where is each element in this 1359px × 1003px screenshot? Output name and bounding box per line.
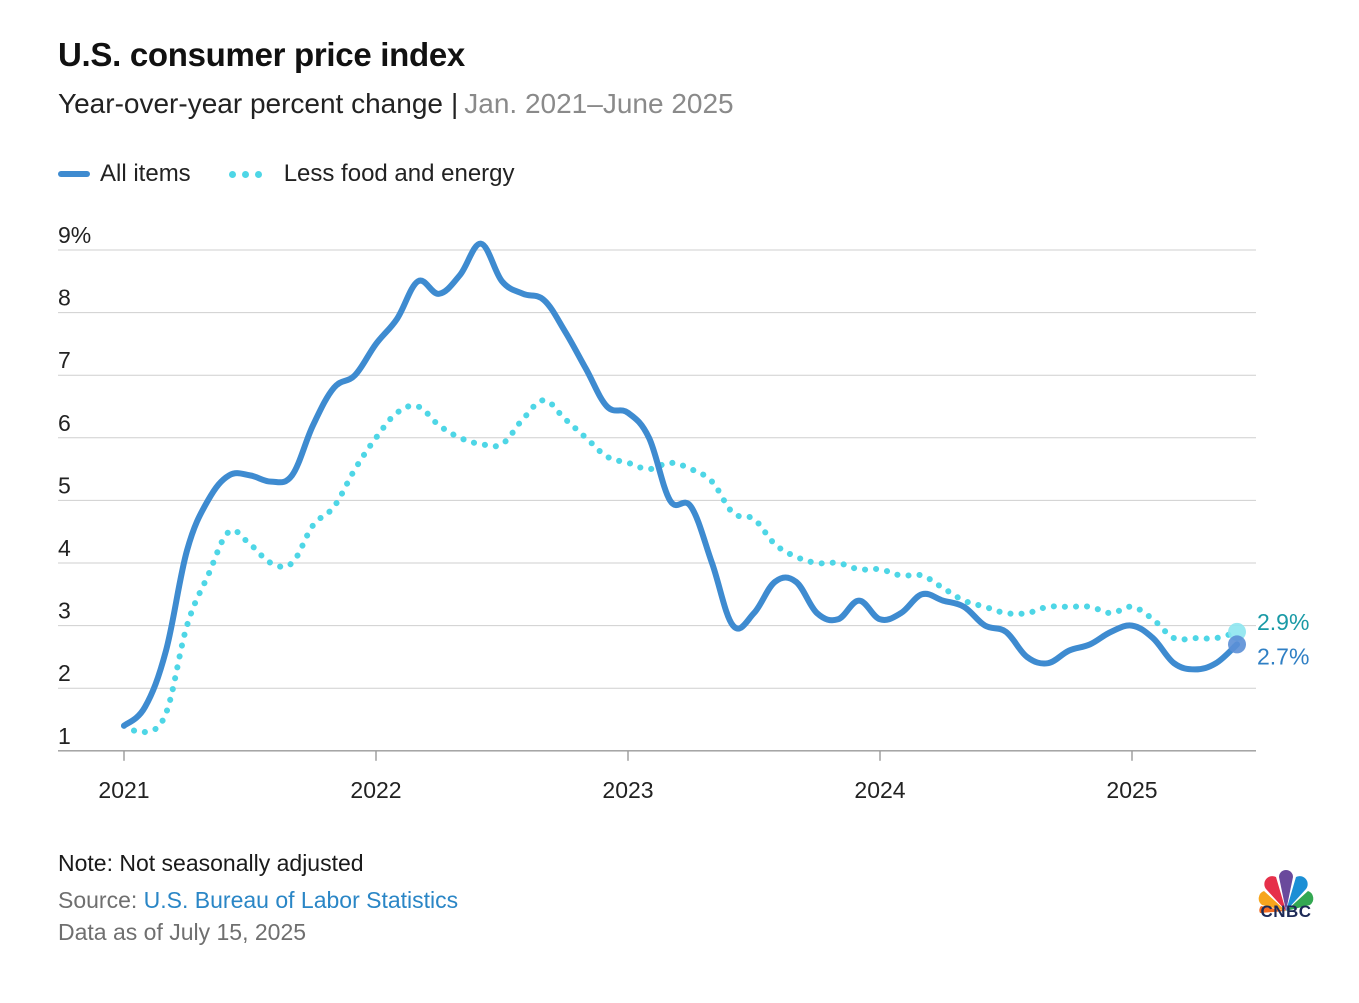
legend-dotted-line-swatch xyxy=(228,170,268,178)
y-tick-label: 5 xyxy=(58,472,71,498)
y-tick-label: 4 xyxy=(58,535,71,561)
end-label-core: 2.9% xyxy=(1257,609,1309,635)
source-link[interactable]: U.S. Bureau of Labor Statistics xyxy=(143,887,459,913)
logo-text: CNBC xyxy=(1260,902,1312,921)
legend-item-all-items: All items xyxy=(58,160,191,188)
subtitle-separator: | xyxy=(450,88,459,119)
series-end-markers: 2.9% 2.7% xyxy=(1228,609,1309,669)
x-tick-label: 2024 xyxy=(854,777,905,803)
y-tick-label: 1 xyxy=(58,723,71,749)
chart-title: U.S. consumer price index xyxy=(58,36,465,73)
source-line: Source: U.S. Bureau of Labor Statistics xyxy=(58,887,458,914)
y-tick-label: 8 xyxy=(58,285,71,311)
legend-label-all-items: All items xyxy=(100,160,191,187)
y-axis-ticks: 1 2 3 4 5 6 7 8 9% xyxy=(58,222,91,749)
series-line-core xyxy=(121,397,1240,736)
y-tick-label: 9% xyxy=(58,222,91,248)
footnote: Note: Not seasonally adjusted xyxy=(58,850,364,876)
subtitle-text: Year-over-year percent change xyxy=(58,88,443,119)
x-tick-label: 2021 xyxy=(98,777,149,803)
end-marker-core xyxy=(1228,622,1246,641)
chart-legend: All items Less food and energy xyxy=(58,160,553,188)
x-tick-label: 2025 xyxy=(1106,777,1157,803)
legend-label-core: Less food and energy xyxy=(283,160,515,187)
x-tick-label: 2023 xyxy=(602,777,653,803)
legend-solid-line-swatch xyxy=(58,171,90,177)
x-axis-ticks: 2021 2022 2023 2024 2025 xyxy=(98,750,1158,803)
x-tick-label: 2022 xyxy=(350,777,401,803)
chart-series xyxy=(121,240,1240,736)
end-marker-all-items xyxy=(1228,635,1246,654)
series-line-all-items xyxy=(121,240,1240,729)
chart-gridlines xyxy=(58,249,1256,752)
y-tick-label: 2 xyxy=(58,660,71,686)
data-as-of: Data as of July 15, 2025 xyxy=(58,919,307,945)
y-tick-label: 7 xyxy=(58,347,71,373)
end-label-all-items: 2.7% xyxy=(1257,643,1309,669)
line-chart: 1 2 3 4 5 6 7 8 9% 2021 2022 2023 2024 2025 2.9% 2.7% xyxy=(58,222,1309,803)
chart-subtitle: Year-over-year percent change | Jan. 2021–… xyxy=(58,88,734,120)
source-label: Source: xyxy=(58,887,144,913)
y-tick-label: 3 xyxy=(58,598,71,624)
y-tick-label: 6 xyxy=(58,410,71,436)
legend-item-core: Less food and energy xyxy=(228,160,515,188)
date-range: Jan. 2021–June 2025 xyxy=(464,88,734,119)
peacock-logo-icon xyxy=(1258,870,1314,913)
